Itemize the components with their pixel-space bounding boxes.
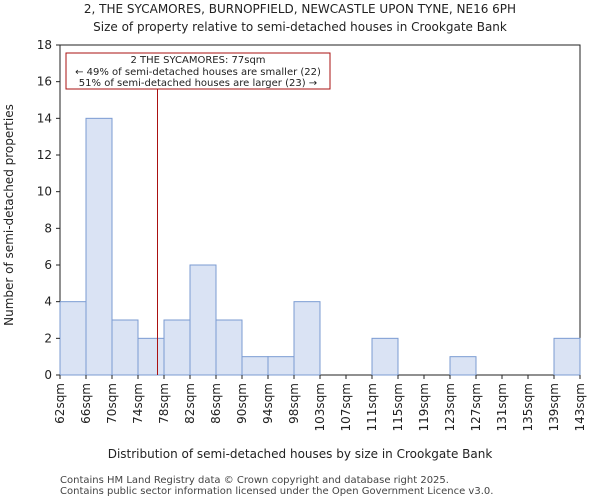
bar-139sqm [553, 337, 581, 376]
x-tick-label: 94sqm [261, 383, 275, 424]
x-tick-label: 66sqm [79, 383, 93, 424]
bar-66sqm [85, 117, 113, 376]
y-tick-label: 6 [44, 258, 52, 272]
bar-123sqm [449, 356, 477, 376]
x-axis-ticks: 62sqm 66sqm 70sqm 74sqm 78sqm 82sqm 86sqm 90sqm… [53, 375, 587, 431]
bar-62sqm [59, 301, 87, 376]
x-tick-label: 107sqm [339, 383, 353, 431]
annotation-box: 2 THE SYCAMORES: 77sqm ← 49% of semi-det… [65, 52, 331, 90]
x-tick-label: 103sqm [313, 383, 327, 431]
x-tick-label: 135sqm [521, 383, 535, 431]
y-tick-label: 14 [37, 111, 52, 125]
bar-90sqm [241, 356, 269, 376]
x-tick-label: 98sqm [287, 383, 301, 424]
y-tick-label: 12 [37, 148, 52, 162]
footer-line-1: Contains HM Land Registry data © Crown c… [60, 475, 449, 486]
x-tick-label: 78sqm [157, 383, 171, 424]
y-axis-ticks: 0 2 4 6 8 10 12 14 16 18 [37, 38, 60, 382]
annotation-border [65, 52, 331, 90]
bar-111sqm [371, 337, 399, 376]
y-tick-label: 16 [37, 75, 52, 89]
x-tick-label: 82sqm [183, 383, 197, 424]
y-tick-label: 8 [44, 221, 52, 235]
bar-98sqm [293, 301, 321, 376]
footer-line-2: Contains public sector information licen… [60, 486, 493, 497]
x-tick-label: 139sqm [547, 383, 561, 431]
y-tick-label: 2 [44, 331, 52, 345]
x-tick-label: 111sqm [365, 383, 379, 431]
annotation-line-1: 2 THE SYCAMORES: 77sqm [130, 55, 265, 66]
x-tick-label: 127sqm [469, 383, 483, 431]
chart-title: 2, THE SYCAMORES, BURNOPFIELD, NEWCASTLE… [84, 2, 516, 16]
x-tick-label: 119sqm [417, 383, 431, 431]
annotation-line-3: 51% of semi-detached houses are larger (… [79, 78, 317, 89]
x-tick-label: 143sqm [573, 383, 587, 431]
bar-82sqm [189, 264, 217, 376]
x-tick-label: 90sqm [235, 383, 249, 424]
y-tick-label: 10 [37, 185, 52, 199]
y-axis-label: Number of semi-detached properties [2, 104, 16, 326]
y-tick-label: 4 [44, 295, 52, 309]
x-tick-label: 86sqm [209, 383, 223, 424]
annotation-line-2: ← 49% of semi-detached houses are smalle… [75, 67, 321, 78]
bar-70sqm [111, 319, 139, 376]
x-tick-label: 74sqm [131, 383, 145, 424]
x-axis-label: Distribution of semi-detached houses by … [108, 447, 493, 461]
x-tick-label: 131sqm [495, 383, 509, 431]
bar-74sqm [137, 337, 165, 376]
bar-94sqm [267, 356, 295, 376]
y-tick-label: 0 [44, 368, 52, 382]
chart-subtitle: Size of property relative to semi-detach… [93, 20, 507, 34]
bars [59, 117, 581, 376]
x-tick-label: 115sqm [391, 383, 405, 431]
x-tick-label: 123sqm [443, 383, 457, 431]
x-tick-label: 70sqm [105, 383, 119, 424]
bar-78sqm [163, 319, 191, 376]
bar-86sqm [215, 319, 243, 376]
y-tick-label: 18 [37, 38, 52, 52]
x-tick-label: 62sqm [53, 383, 67, 424]
